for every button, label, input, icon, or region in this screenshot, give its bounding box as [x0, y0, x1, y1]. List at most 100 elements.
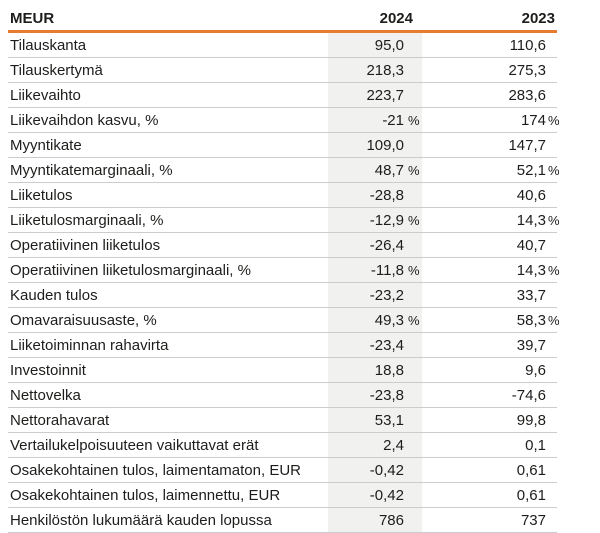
- value-2023: 58,3: [516, 311, 546, 329]
- table-row: Nettovelka -23,8 -74,6: [8, 383, 557, 408]
- row-label: Liikevaihdon kasvu, %: [10, 111, 159, 129]
- table-row: Operatiivinen liiketulosmarginaali, % -1…: [8, 258, 560, 283]
- row-label: Tilauskanta: [10, 36, 87, 54]
- table-row: Osakekohtainen tulos, laimennettu, EUR -…: [8, 483, 557, 508]
- value-2024: 49,3: [374, 311, 404, 329]
- row-label: Myyntikatemarginaali, %: [10, 161, 173, 179]
- table-row: Vertailukelpoisuuteen vaikuttavat erät 2…: [8, 433, 557, 458]
- value-cell-2024: -28,8: [328, 183, 422, 207]
- value-2024: 109,0: [366, 136, 404, 154]
- accent-rule: [8, 30, 557, 33]
- row-label: Henkilöstön lukumäärä kauden lopussa: [10, 511, 272, 529]
- value-cell-2023: 0,61: [422, 483, 557, 507]
- value-2023: 33,7: [516, 286, 546, 304]
- value-cell-2023: 39,7: [422, 333, 557, 357]
- value-2023: 9,6: [525, 361, 546, 379]
- value-2024: -23,2: [369, 286, 404, 304]
- unit-2024: %: [408, 162, 420, 178]
- value-cell-2023: 14,3 %: [422, 208, 560, 232]
- row-label: Liiketulosmarginaali, %: [10, 211, 164, 229]
- value-2023: 147,7: [508, 136, 546, 154]
- table-body: Tilauskanta 95,0 110,6 Tilauskertymä 218…: [8, 33, 560, 533]
- unit-2024: %: [408, 112, 420, 128]
- value-cell-2024: -23,4: [328, 333, 422, 357]
- value-cell-2024: 95,0: [328, 33, 422, 57]
- unit-2023: %: [548, 262, 560, 278]
- value-2024: 218,3: [366, 61, 404, 79]
- value-cell-2024: 2,4: [328, 433, 422, 457]
- value-cell-2024: -0,42: [328, 458, 422, 482]
- table-header: MEUR 2024 2023: [8, 6, 557, 30]
- row-label: Osakekohtainen tulos, laimennettu, EUR: [10, 486, 281, 504]
- value-2024: 2,4: [383, 436, 404, 454]
- row-label: Liiketulos: [10, 186, 73, 204]
- value-2023: 14,3: [516, 261, 546, 279]
- table-row: Osakekohtainen tulos, laimentamaton, EUR…: [8, 458, 557, 483]
- table-row: Liikevaihto 223,7 283,6: [8, 83, 557, 108]
- row-label: Nettorahavarat: [10, 411, 110, 429]
- value-cell-2023: 174 %: [422, 108, 560, 132]
- table-row: Operatiivinen liiketulos -26,4 40,7: [8, 233, 557, 258]
- row-label: Liiketoiminnan rahavirta: [10, 336, 169, 354]
- table-row: Omavaraisuusaste, % 49,3 % 58,3 %: [8, 308, 560, 333]
- financial-kpi-table: MEUR 2024 2023 Tilauskanta 95,0 110,6 Ti…: [8, 6, 560, 533]
- value-cell-2023: 99,8: [422, 408, 557, 432]
- table-row: Nettorahavarat 53,1 99,8: [8, 408, 557, 433]
- value-cell-2023: 52,1 %: [422, 158, 560, 182]
- table-row: Tilauskanta 95,0 110,6: [8, 33, 557, 58]
- column-header-2024: 2024: [379, 9, 413, 27]
- value-cell-2023: 110,6: [422, 33, 557, 57]
- table-row: Liikevaihdon kasvu, % -21 % 174 %: [8, 108, 560, 133]
- unit-2023: %: [548, 112, 560, 128]
- value-2024: 48,7: [374, 161, 404, 179]
- value-2023: 40,7: [516, 236, 546, 254]
- table-row: Tilauskertymä 218,3 275,3: [8, 58, 557, 83]
- value-2023: 737: [520, 511, 546, 529]
- value-cell-2023: -74,6: [422, 383, 557, 407]
- value-2023: 0,61: [516, 461, 546, 479]
- value-cell-2024: 786: [328, 508, 422, 532]
- row-label: Nettovelka: [10, 386, 81, 404]
- table-row: Myyntikatemarginaali, % 48,7 % 52,1 %: [8, 158, 560, 183]
- unit-2023: %: [548, 312, 560, 328]
- table-row: Myyntikate 109,0 147,7: [8, 133, 557, 158]
- value-cell-2024: 109,0: [328, 133, 422, 157]
- row-label: Kauden tulos: [10, 286, 98, 304]
- value-2023: -74,6: [511, 386, 546, 404]
- value-2023: 110,6: [509, 36, 546, 54]
- row-label: Operatiivinen liiketulosmarginaali, %: [10, 261, 251, 279]
- value-2024: -11,8: [370, 261, 404, 279]
- value-2024: 18,8: [374, 361, 404, 379]
- value-2023: 275,3: [508, 61, 546, 79]
- table-row: Kauden tulos -23,2 33,7: [8, 283, 557, 308]
- value-2023: 40,6: [516, 186, 546, 204]
- value-cell-2024: -12,9 %: [328, 208, 422, 232]
- value-2023: 283,6: [508, 86, 546, 104]
- value-2024: 53,1: [374, 411, 404, 429]
- value-cell-2023: 283,6: [422, 83, 557, 107]
- value-cell-2024: -23,8: [328, 383, 422, 407]
- unit-2024: %: [408, 262, 420, 278]
- row-label: Myyntikate: [10, 136, 82, 154]
- value-cell-2023: 33,7: [422, 283, 557, 307]
- row-label: Investoinnit: [10, 361, 86, 379]
- unit-2024: %: [408, 212, 420, 228]
- value-cell-2023: 0,61: [422, 458, 557, 482]
- value-2024: -23,4: [369, 336, 404, 354]
- row-label: Operatiivinen liiketulos: [10, 236, 161, 254]
- value-cell-2024: -21 %: [328, 108, 422, 132]
- row-label: Osakekohtainen tulos, laimentamaton, EUR: [10, 461, 301, 479]
- row-label: Vertailukelpoisuuteen vaikuttavat erät: [10, 436, 259, 454]
- value-cell-2024: -23,2: [328, 283, 422, 307]
- value-2023: 0,1: [525, 436, 546, 454]
- value-cell-2024: 18,8: [328, 358, 422, 382]
- column-header-meur: MEUR: [10, 9, 55, 27]
- value-2024: 786: [378, 511, 404, 529]
- value-2023: 99,8: [516, 411, 546, 429]
- value-2024: -0,42: [369, 486, 404, 504]
- value-cell-2024: -11,8 %: [328, 258, 422, 282]
- unit-2024: %: [408, 312, 420, 328]
- value-cell-2024: 223,7: [328, 83, 422, 107]
- value-2024: -12,9: [369, 211, 404, 229]
- value-cell-2024: 48,7 %: [328, 158, 422, 182]
